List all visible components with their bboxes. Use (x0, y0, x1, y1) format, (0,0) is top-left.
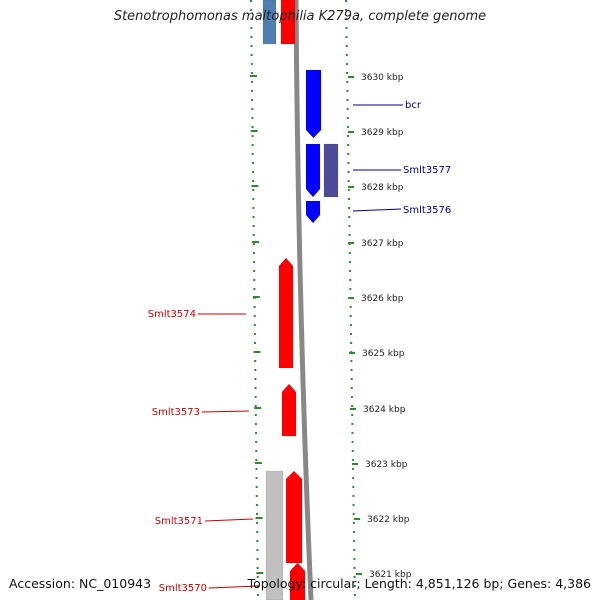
scale-tick-label: 3622 kbp (367, 515, 410, 525)
gene-label-smlt3573: Smlt3573 (152, 407, 200, 418)
gene-label-smlt3576: Smlt3576 (403, 205, 451, 216)
gene-arrow-smlt3576 (305, 200, 321, 224)
scale-tick-label: 3629 kbp (361, 128, 404, 138)
gene-feature-smlt3577-other (323, 143, 339, 198)
gene-feature-partial (262, 0, 277, 45)
gene-arrow-smlt3573 (281, 383, 297, 437)
gene-label-leader (208, 585, 258, 589)
scale-tick-label: 3626 kbp (361, 294, 404, 304)
map-title: Stenotrophomonas maltophilia K279a, comp… (113, 9, 487, 24)
topology-text: Topology: circular; Length: 4,851,126 bp… (247, 576, 591, 591)
gene-label-leader (352, 208, 402, 212)
gene-feature-smlt3571-other (265, 470, 284, 600)
scale-tick-label: 3624 kbp (363, 405, 406, 415)
scale-tick-label: 3628 kbp (361, 183, 404, 193)
scale-ring-left (250, 0, 259, 600)
accession-text: Accession: NC_010943 (9, 576, 152, 591)
gene-label-bcr: bcr (405, 100, 422, 111)
gene-label-smlt3570: Smlt3570 (159, 583, 207, 594)
scale-tick-label: 3625 kbp (362, 349, 405, 359)
scale-ring-right (345, 0, 356, 600)
genome-backbone (293, 0, 314, 600)
gene-label-leader (204, 518, 254, 522)
scale-tick-label: 3627 kbp (361, 239, 404, 249)
gene-arrow-smlt3577 (305, 143, 321, 198)
scale-tick-label: 3621 kbp (369, 570, 412, 580)
gene-feature-partial (280, 0, 296, 45)
gene-label-leader (201, 410, 250, 413)
gene-arrow-smlt3571 (285, 470, 303, 564)
scale-tick-label: 3623 kbp (365, 460, 408, 470)
scale-tick-label: 3630 kbp (361, 73, 404, 83)
gene-arrow-bcr (305, 69, 322, 139)
gene-arrow-smlt3570 (289, 562, 306, 600)
gene-arrow-smlt3574 (278, 257, 294, 369)
gene-label-smlt3577: Smlt3577 (403, 165, 451, 176)
gene-label-smlt3574: Smlt3574 (148, 309, 196, 320)
gene-label-smlt3571: Smlt3571 (155, 516, 203, 527)
